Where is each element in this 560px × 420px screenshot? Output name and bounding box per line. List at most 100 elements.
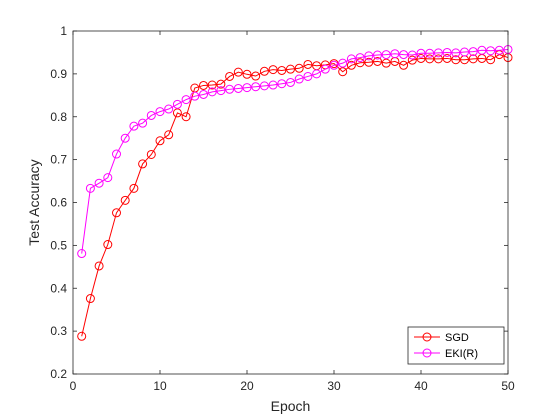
data-point bbox=[259, 81, 269, 91]
data-point bbox=[77, 249, 87, 259]
data-point bbox=[451, 48, 461, 58]
data-point bbox=[146, 110, 156, 120]
data-point bbox=[381, 50, 391, 60]
data-point bbox=[277, 79, 287, 89]
series-0 bbox=[77, 50, 513, 341]
legend-marker bbox=[422, 348, 432, 358]
y-tick-label: 0.3 bbox=[50, 324, 67, 338]
data-point bbox=[164, 130, 174, 140]
data-point bbox=[346, 54, 356, 64]
data-point bbox=[346, 60, 356, 70]
plot-background bbox=[73, 31, 508, 374]
data-point bbox=[251, 71, 261, 81]
data-point bbox=[120, 133, 130, 143]
data-point bbox=[112, 208, 121, 218]
data-point bbox=[303, 71, 313, 81]
data-point bbox=[85, 294, 95, 304]
data-point bbox=[112, 149, 121, 159]
y-tick-label: 0.8 bbox=[50, 110, 67, 124]
data-point bbox=[425, 48, 435, 58]
data-point bbox=[338, 58, 348, 68]
data-point bbox=[407, 50, 417, 60]
data-point bbox=[416, 53, 426, 63]
data-point bbox=[94, 261, 104, 271]
legend-marker bbox=[422, 332, 432, 342]
legend-label: EKI(R) bbox=[445, 348, 478, 360]
legend: SGD EKI(R) bbox=[407, 326, 505, 365]
data-point bbox=[225, 71, 235, 81]
series-line bbox=[81, 48, 509, 254]
data-point bbox=[373, 56, 382, 66]
data-point bbox=[138, 118, 148, 128]
data-point bbox=[164, 104, 174, 114]
data-point bbox=[460, 47, 469, 57]
data-point bbox=[416, 48, 426, 58]
data-point bbox=[268, 80, 278, 90]
data-point bbox=[381, 58, 391, 68]
x-tick-label: 20 bbox=[240, 379, 254, 393]
y-tick-label: 0.9 bbox=[50, 67, 67, 81]
data-point bbox=[129, 183, 139, 193]
data-point bbox=[433, 48, 443, 58]
data-point bbox=[172, 99, 182, 109]
data-point bbox=[286, 77, 295, 87]
data-point bbox=[286, 64, 295, 74]
plot-area bbox=[73, 31, 508, 374]
data-point bbox=[155, 136, 165, 146]
data-point bbox=[199, 89, 208, 99]
data-point bbox=[407, 55, 417, 65]
y-tick-label: 1 bbox=[60, 24, 67, 38]
data-point bbox=[329, 60, 339, 70]
data-point bbox=[207, 87, 217, 97]
data-point bbox=[103, 240, 113, 250]
data-point bbox=[172, 108, 182, 118]
y-tick-label: 0.4 bbox=[50, 281, 67, 295]
legend-item: SGD bbox=[414, 332, 469, 344]
data-point bbox=[425, 54, 435, 64]
data-point bbox=[181, 112, 191, 122]
x-tick-label: 40 bbox=[414, 379, 428, 393]
data-point bbox=[433, 54, 443, 64]
data-point bbox=[268, 65, 278, 75]
data-point bbox=[277, 65, 287, 75]
ticks-layer: 0 10 20 30 40 50 0.2 0.3 0.4 0.5 0.6 0.7 0.8 0.9 1 bbox=[50, 24, 515, 393]
data-point bbox=[85, 183, 95, 193]
data-point bbox=[190, 91, 200, 101]
data-point bbox=[390, 49, 400, 59]
y-tick-label: 0.6 bbox=[50, 196, 67, 210]
data-point bbox=[146, 149, 156, 159]
legend-label: SGD bbox=[445, 332, 469, 344]
data-point bbox=[494, 45, 504, 55]
data-point bbox=[451, 55, 461, 65]
legend-box bbox=[407, 326, 505, 365]
x-axis-label: Epoch bbox=[271, 398, 311, 414]
data-point bbox=[155, 107, 165, 117]
data-point bbox=[259, 66, 269, 76]
data-point bbox=[320, 64, 330, 74]
data-point bbox=[442, 47, 452, 57]
x-tick-label: 10 bbox=[153, 379, 167, 393]
data-point bbox=[242, 69, 252, 79]
data-point bbox=[77, 331, 87, 341]
data-point bbox=[399, 60, 409, 70]
data-point bbox=[216, 79, 226, 89]
data-point bbox=[181, 95, 191, 105]
data-point bbox=[233, 67, 243, 77]
data-point bbox=[251, 82, 261, 92]
data-point bbox=[364, 57, 374, 67]
data-point bbox=[103, 173, 113, 183]
data-point bbox=[129, 121, 139, 131]
y-tick-label: 0.2 bbox=[50, 367, 67, 381]
y-axis-label: Test Accuracy bbox=[26, 159, 42, 245]
data-point bbox=[94, 178, 104, 188]
data-point bbox=[468, 54, 478, 64]
data-point bbox=[477, 45, 487, 55]
data-point bbox=[442, 53, 452, 63]
data-point bbox=[199, 80, 208, 90]
x-tick-label: 50 bbox=[501, 379, 515, 393]
data-point bbox=[364, 51, 374, 61]
data-point bbox=[399, 50, 409, 60]
x-tick-label: 0 bbox=[70, 379, 77, 393]
data-point bbox=[242, 83, 252, 93]
